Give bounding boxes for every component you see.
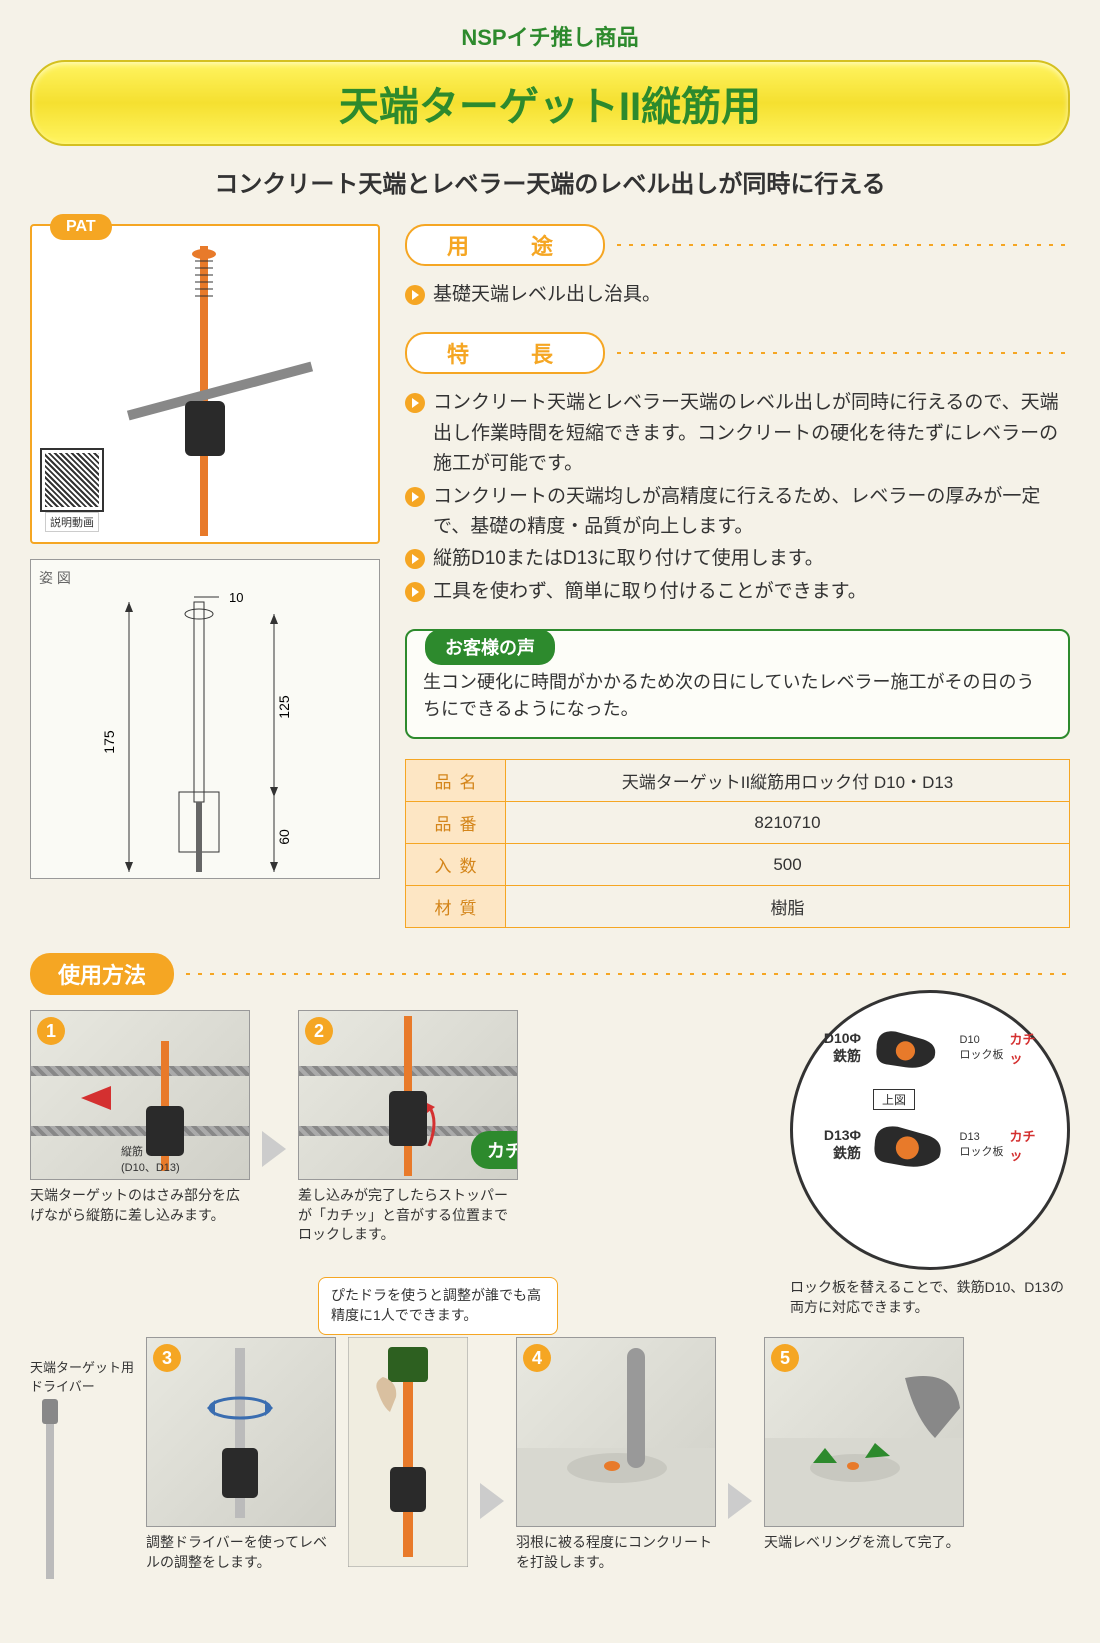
- list-item: 基礎天端レベル出し治具。: [405, 280, 1070, 310]
- table-row: 品番8210710: [406, 802, 1070, 844]
- table-row: 入数500: [406, 844, 1070, 886]
- step-note: 縦筋 (D10、D13): [121, 1143, 180, 1175]
- product-title: 天端ターゲットII縦筋用: [52, 74, 1048, 132]
- driver-icon: [30, 1399, 70, 1579]
- list-item: コンクリートの天端均しが高精度に行えるため、レベラーの厚みが一定で、基礎の精度・…: [405, 482, 1070, 543]
- detail-caption: ロック板を替えることで、鉄筋D10、D13の両方に対応できます。: [790, 1278, 1070, 1317]
- bullet-icon: [405, 549, 425, 569]
- usage-list: 基礎天端レベル出し治具。: [405, 280, 1070, 310]
- d10-label: D10Φ 鉄筋: [813, 1030, 861, 1066]
- step-caption: 天端ターゲットのはさみ部分を広げながら縦筋に差し込みます。: [30, 1186, 250, 1225]
- list-item: 縦筋D10またはD13に取り付けて使用します。: [405, 544, 1070, 574]
- list-item: 工具を使わず、簡単に取り付けることができます。: [405, 577, 1070, 607]
- tool-photo: [348, 1337, 468, 1567]
- step-image: 3: [146, 1337, 336, 1527]
- spec-val: 8210710: [506, 802, 1070, 844]
- step-caption: 調整ドライバーを使ってレベルの調整をします。: [146, 1533, 336, 1572]
- tool-callout: ぴたドラを使うと調整が誰でも高精度に1人でできます。: [318, 1277, 558, 1334]
- click-text: カチッ: [1010, 1029, 1047, 1067]
- usage-pill: 用 途: [405, 224, 605, 266]
- top-view-label: 上図: [873, 1089, 915, 1110]
- dots-divider: [613, 244, 1070, 246]
- list-item: コンクリート天端とレベラー天端のレベル出しが同時に行えるので、天端出し作業時間を…: [405, 388, 1070, 479]
- spec-val: 500: [506, 844, 1070, 886]
- usage-section-header: 用 途: [405, 224, 1070, 266]
- testimonial-badge: お客様の声: [425, 629, 555, 665]
- spec-key: 品名: [406, 760, 506, 802]
- pat-badge: PAT: [50, 214, 112, 240]
- table-row: 品名天端ターゲットII縦筋用ロック付 D10・D13: [406, 760, 1070, 802]
- step-caption: 天端レベリングを流して完了。: [764, 1533, 964, 1553]
- arrow-separator-icon: [728, 1483, 752, 1519]
- step-4: 4 羽根に被る程度にコンクリートを打設します。: [516, 1337, 716, 1572]
- subtitle: コンクリート天端とレベラー天端のレベル出しが同時に行える: [30, 164, 1070, 199]
- spec-key: 入数: [406, 844, 506, 886]
- spec-val: 樹脂: [506, 886, 1070, 928]
- steps-row-1: 1 縦筋 (D10、D13) 天端ターゲットのはさみ部分を広げながら縦筋に差し込…: [30, 1010, 1070, 1317]
- lock-d13-row: D13Φ 鉄筋 D13 ロック板 カチッ: [813, 1120, 1047, 1170]
- driver-label: 天端ターゲット用 ドライバー: [30, 1357, 134, 1395]
- svg-text:10: 10: [229, 592, 243, 605]
- spec-key: 材質: [406, 886, 506, 928]
- svg-text:60: 60: [276, 829, 292, 845]
- lock-clip-d13-icon: [867, 1120, 953, 1170]
- bullet-icon: [405, 487, 425, 507]
- step-image: 4: [516, 1337, 716, 1527]
- step-5: 5 天端レベリングを流して完了。: [764, 1337, 964, 1553]
- d10-plate-label: D10 ロック板: [960, 1034, 1004, 1062]
- product-photo-box: PAT 説明動画: [30, 224, 380, 544]
- step-2: 2 カチッ 差し込みが完了したらストッパーが「カチッ」と音がする位置までロックし…: [298, 1010, 518, 1245]
- usage-method-pill: 使用方法: [30, 953, 174, 995]
- svg-text:125: 125: [276, 695, 292, 719]
- spec-key: 品番: [406, 802, 506, 844]
- spec-val: 天端ターゲットII縦筋用ロック付 D10・D13: [506, 760, 1070, 802]
- feature-text: 縦筋D10またはD13に取り付けて使用します。: [433, 544, 824, 574]
- features-pill: 特 長: [405, 332, 605, 374]
- step-caption: 差し込みが完了したらストッパーが「カチッ」と音がする位置までロックします。: [298, 1186, 518, 1245]
- steps-row-2: 天端ターゲット用 ドライバー 3 調整ドライバーを使ってレベルの調整をします。 …: [30, 1337, 1070, 1584]
- title-banner: 天端ターゲットII縦筋用: [30, 60, 1070, 146]
- diagram-box: 姿 図 175 125 60 10: [30, 559, 380, 879]
- step-3: 3 調整ドライバーを使ってレベルの調整をします。: [146, 1337, 336, 1572]
- diagram-label: 姿 図: [39, 568, 371, 588]
- step-image: 2 カチッ: [298, 1010, 518, 1180]
- dots-divider: [613, 352, 1070, 354]
- bullet-icon: [405, 582, 425, 602]
- dimension-drawing: 175 125 60 10: [39, 592, 369, 872]
- features-list: コンクリート天端とレベラー天端のレベル出しが同時に行えるので、天端出し作業時間を…: [405, 388, 1070, 607]
- step-1: 1 縦筋 (D10、D13) 天端ターゲットのはさみ部分を広げながら縦筋に差し込…: [30, 1010, 250, 1225]
- step-image: 1 縦筋 (D10、D13): [30, 1010, 250, 1180]
- step-image: 5: [764, 1337, 964, 1527]
- detail-circle: D10Φ 鉄筋 D10 ロック板 カチッ 上図 D13Φ 鉄筋 D13 ロッ: [790, 990, 1070, 1270]
- arrow-separator-icon: [480, 1483, 504, 1519]
- usage-text: 基礎天端レベル出し治具。: [433, 280, 661, 310]
- product-illustration: [95, 246, 315, 536]
- spec-table: 品名天端ターゲットII縦筋用ロック付 D10・D13 品番8210710 入数5…: [405, 759, 1070, 928]
- testimonial-box: お客様の声 生コン硬化に時間がかかるため次の日にしていたレベラー施工がその日のう…: [405, 629, 1070, 739]
- feature-text: コンクリートの天端均しが高精度に行えるため、レベラーの厚みが一定で、基礎の精度・…: [433, 482, 1070, 543]
- feature-text: コンクリート天端とレベラー天端のレベル出しが同時に行えるので、天端出し作業時間を…: [433, 388, 1070, 479]
- qr-label: 説明動画: [45, 512, 99, 532]
- svg-text:175: 175: [101, 730, 117, 754]
- arrow-separator-icon: [262, 1131, 286, 1167]
- lock-clip-d10-icon: [867, 1023, 953, 1073]
- click-text: カチッ: [1010, 1126, 1047, 1164]
- usage-method-header: 使用方法: [30, 953, 1070, 995]
- lock-d10-row: D10Φ 鉄筋 D10 ロック板 カチッ: [813, 1023, 1047, 1073]
- table-row: 材質樹脂: [406, 886, 1070, 928]
- feature-text: 工具を使わず、簡単に取り付けることができます。: [433, 577, 867, 607]
- bullet-icon: [405, 285, 425, 305]
- qr-code: [42, 450, 102, 510]
- d13-label: D13Φ 鉄筋: [813, 1127, 861, 1163]
- qr-area: 説明動画: [42, 450, 102, 532]
- bullet-icon: [405, 393, 425, 413]
- d13-plate-label: D13 ロック板: [960, 1131, 1004, 1159]
- testimonial-text: 生コン硬化に時間がかかるため次の日にしていたレベラー施工がその日のうちにできるよ…: [423, 669, 1052, 723]
- features-section-header: 特 長: [405, 332, 1070, 374]
- click-bubble: カチッ: [471, 1131, 518, 1169]
- top-label: NSPイチ推し商品: [30, 20, 1070, 52]
- dots-divider: [182, 973, 1070, 975]
- step-caption: 羽根に被る程度にコンクリートを打設します。: [516, 1533, 716, 1572]
